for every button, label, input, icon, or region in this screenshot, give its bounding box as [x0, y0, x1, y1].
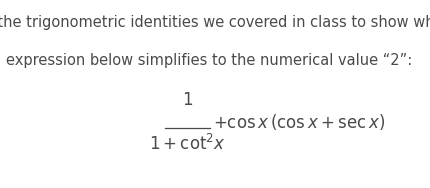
Text: expression below simplifies to the numerical value “2”:: expression below simplifies to the numer…: [6, 53, 411, 68]
Text: . Use the trigonometric identities we covered in class to show why the: . Use the trigonometric identities we co…: [0, 15, 430, 30]
Text: $1$: $1$: [181, 91, 193, 109]
Text: $+ \cos x\,(\cos x + \sec x)$: $+ \cos x\,(\cos x + \sec x)$: [212, 112, 384, 132]
Text: $1 + \cot^2\! x$: $1 + \cot^2\! x$: [149, 133, 226, 154]
